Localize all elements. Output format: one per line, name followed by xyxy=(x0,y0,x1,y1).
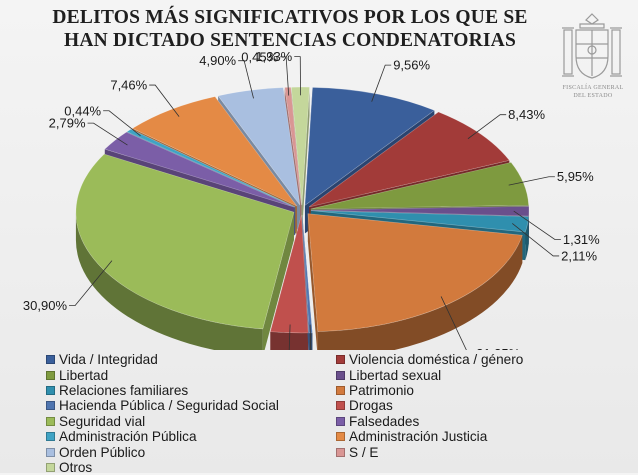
data-label-12: 4,90% xyxy=(199,53,236,68)
data-label-1: 8,43% xyxy=(508,107,545,122)
data-label-8: 30,90% xyxy=(23,298,68,313)
legend-item: Violencia doméstica / género xyxy=(336,352,626,367)
data-label-10: 0,44% xyxy=(64,103,101,118)
legend-item: Administración Justicia xyxy=(336,429,626,444)
legend-swatch xyxy=(46,448,55,457)
legend-label: Hacienda Pública / Seguridad Social xyxy=(59,398,279,413)
legend-swatch xyxy=(46,386,55,395)
data-label-2: 5,95% xyxy=(557,169,594,184)
legend-item: Orden Público xyxy=(46,444,336,459)
data-label-11: 7,46% xyxy=(110,78,147,93)
legend-swatch xyxy=(46,463,55,472)
legend-swatch xyxy=(46,401,55,410)
legend-item: Drogas xyxy=(336,398,626,413)
legend-item: Vida / Integridad xyxy=(46,352,336,367)
legend-item: S / E xyxy=(336,444,626,459)
legend-item: Libertad xyxy=(46,367,336,382)
legend-item: Patrimonio xyxy=(336,383,626,398)
data-label-0: 9,56% xyxy=(393,58,430,73)
legend-label: Relaciones familiares xyxy=(59,383,188,398)
legend-label: S / E xyxy=(349,445,378,460)
legend-swatch xyxy=(46,417,55,426)
legend-label: Orden Público xyxy=(59,445,145,460)
legend-label: Violencia doméstica / género xyxy=(349,352,523,367)
data-label-14: 1,33% xyxy=(255,49,292,64)
data-label-5: 21,35% xyxy=(476,346,521,350)
data-label-3: 1,31% xyxy=(563,232,600,247)
legend-label: Drogas xyxy=(349,398,393,413)
legend-label: Seguridad vial xyxy=(59,414,145,429)
legend-label: Libertad xyxy=(59,368,108,383)
legend-swatch xyxy=(336,417,345,426)
chart-legend: Vida / Integridad Violencia doméstica / g… xyxy=(46,352,626,475)
legend-item: Libertad sexual xyxy=(336,367,626,382)
data-label-4: 2,11% xyxy=(561,248,597,263)
legend-swatch xyxy=(336,355,345,364)
legend-swatch xyxy=(46,371,55,380)
legend-label: Patrimonio xyxy=(349,383,414,398)
legend-label: Libertad sexual xyxy=(349,368,441,383)
legend-swatch xyxy=(336,386,345,395)
legend-item: Administración Pública xyxy=(46,429,336,444)
legend-item: Relaciones familiares xyxy=(46,383,336,398)
legend-swatch xyxy=(46,355,55,364)
legend-swatch xyxy=(336,371,345,380)
legend-label: Administración Justicia xyxy=(349,429,487,444)
legend-swatch xyxy=(46,432,55,441)
legend-item: Seguridad vial xyxy=(46,414,336,429)
legend-item: Hacienda Pública / Seguridad Social xyxy=(46,398,336,413)
legend-swatch xyxy=(336,448,345,457)
legend-label: Administración Pública xyxy=(59,429,197,444)
legend-item: Falsedades xyxy=(336,414,626,429)
legend-swatch xyxy=(336,401,345,410)
legend-swatch xyxy=(336,432,345,441)
legend-label: Vida / Integridad xyxy=(59,352,158,367)
pie-chart: 9,56%8,43%5,95%1,31%2,11%21,35%0,24%2,77… xyxy=(0,0,638,350)
legend-label: Falsedades xyxy=(349,414,419,429)
